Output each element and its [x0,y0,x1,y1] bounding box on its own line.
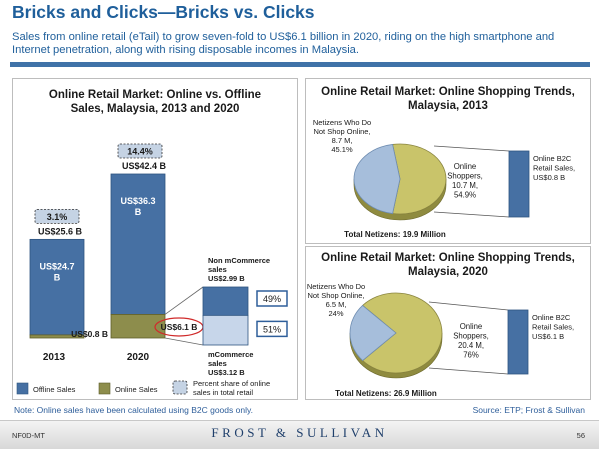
pie-label-non-shoppers: 6.5 M, [326,300,347,309]
segment-share-box [256,290,288,307]
pie-slice-online-shoppers [362,292,443,374]
pie-slice-non-shoppers [349,304,397,362]
offline-value-label: US$24.7 [39,261,74,271]
slide-title: Bricks and Clicks—Bricks vs. Clicks [12,2,315,22]
non-mcommerce-segment [202,286,249,316]
pie-label-online-shoppers: 76% [463,351,479,360]
pie-label-non-shoppers: Not Shop Online, [313,127,370,136]
b2c-sales-box [508,150,530,218]
footer-brand: FROST & SULLIVAN [211,425,388,440]
mcommerce-segment [202,314,249,346]
b2c-sales-label: Online B2C [532,313,571,322]
segment-share-label: 51% [263,324,281,334]
footnote: Note: Online sales have been calculated … [14,405,253,415]
offline-bar-2013 [29,238,85,336]
pie-total-label: Total Netizens: 19.9 Million [344,230,446,239]
online-value-label-2013: US$0.8 B [71,329,108,339]
pie-total-label: Total Netizens: 26.9 Million [335,389,437,398]
online-value-label-2020: US$6.1 B [161,322,198,332]
share-box [34,208,80,224]
pie-label-non-shoppers: Netizens Who Do [313,118,371,127]
pie-connector-line [433,145,510,152]
mcommerce-label: US$3.12 B [208,368,245,377]
pie-label-non-shoppers: Netizens Who Do [307,282,365,291]
pie-connector-line [428,301,509,311]
b2c-sales-label: US$0.8 B [533,173,565,182]
footer-bar [0,420,599,449]
category-label: 2013 [43,352,66,363]
non-mcommerce-label: sales [208,265,227,274]
pie-label-online-shoppers: Shoppers, [453,332,489,341]
share-label: 3.1% [47,212,68,222]
legend-swatch-offline [16,382,29,395]
b2c-sales-label: Online B2C [533,154,572,163]
pie-slice-online-shoppers [392,143,447,215]
bar-chart-panel: Online Retail Market: Online vs. Offline… [12,78,298,400]
pie-label-non-shoppers: 8.7 M, [332,136,353,145]
pie-2013-title: Online Retail Market: Online Shopping Tr… [321,86,575,112]
b2c-sales-label: Retail Sales, [533,164,575,173]
legend-label-share: Percent share of online [193,379,270,388]
legend-label-online: Online Sales [115,385,158,394]
legend-label-share: sales in total retail [193,388,253,397]
pie-2013-panel: Online Retail Market: Online Shopping Tr… [305,78,591,244]
offline-value-label: B [54,272,61,282]
segment-share-label: 49% [263,294,281,304]
connector-line [164,286,204,315]
pie-label-online-shoppers: Online [454,162,477,171]
pie-label-online-shoppers: Shoppers, [447,172,483,181]
legend-swatch-share [172,380,188,395]
category-label: 2020 [127,352,150,363]
share-label: 14.4% [127,147,153,157]
mcommerce-label: sales [208,359,227,368]
mcommerce-label: mCommerce [208,350,253,359]
pie-label-online-shoppers: 20.4 M, [458,341,484,350]
pie-connector-line [433,211,510,218]
title-rule [10,62,590,67]
offline-value-label: B [135,207,142,217]
pie-2020-panel: Online Retail Market: Online Shopping Tr… [305,246,591,400]
pie-label-non-shoppers: Not Shop Online, [307,291,364,300]
pie-label-non-shoppers: 45.1% [331,145,353,154]
online-bar-2020 [110,314,166,339]
share-box [117,143,163,159]
pie-connector-line [428,367,509,375]
page-number: 56 [576,431,585,440]
segment-share-box [256,320,288,338]
total-value-label: US$25.6 B [38,226,83,236]
online-bar-2013 [29,334,85,339]
footer-code: NF0D-MT [12,431,45,440]
non-mcommerce-label: US$2.99 B [208,274,245,283]
b2c-sales-box [507,309,529,375]
bar-chart-title: Online Retail Market: Online vs. Offline… [48,89,262,115]
b2c-sales-label: Retail Sales, [532,323,574,332]
non-mcommerce-label: Non mCommerce [208,256,270,265]
pie-label-online-shoppers: 10.7 M, [452,181,478,190]
pie-slice-non-shoppers [353,144,401,214]
b2c-sales-label: US$6.1 B [532,332,564,341]
connector-line [164,337,204,346]
pie-label-online-shoppers: 54.9% [454,191,476,200]
legend-label-offline: Offline Sales [33,385,76,394]
slide-subtitle: Sales from online retail (eTail) to grow… [12,31,555,56]
pie-2020-title: Online Retail Market: Online Shopping Tr… [321,252,575,278]
pie-label-online-shoppers: Online [460,322,483,331]
pie-label-non-shoppers: 24% [328,309,343,318]
legend-swatch-online [98,382,111,395]
total-value-label: US$42.4 B [122,161,167,171]
source-note: Source: ETP; Frost & Sullivan [472,405,585,415]
offline-value-label: US$36.3 [120,196,155,206]
